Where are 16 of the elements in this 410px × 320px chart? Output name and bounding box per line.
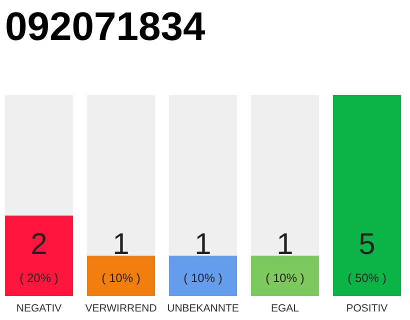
x-tick-label: NEGATIV	[16, 302, 62, 314]
x-tick-label: POSITIV	[346, 302, 388, 314]
x-tick-label: EGAL	[270, 302, 300, 314]
data-label: 1	[194, 228, 212, 261]
data-label: 1	[276, 228, 294, 261]
data-label: 2	[30, 228, 48, 261]
annotation: ( 10% )	[266, 271, 304, 285]
annotation: ( 10% )	[102, 271, 140, 285]
annotation: ( 10% )	[184, 271, 222, 285]
data-label: 5	[358, 228, 376, 261]
x-tick-label: VERWIRREND	[85, 302, 158, 314]
data-label: 1	[112, 228, 130, 261]
annotation: ( 50% )	[348, 271, 386, 285]
chart-title: 092071834	[5, 5, 206, 49]
annotation: ( 20% )	[20, 271, 58, 285]
x-tick-label: UNBEKANNTE	[167, 302, 239, 314]
